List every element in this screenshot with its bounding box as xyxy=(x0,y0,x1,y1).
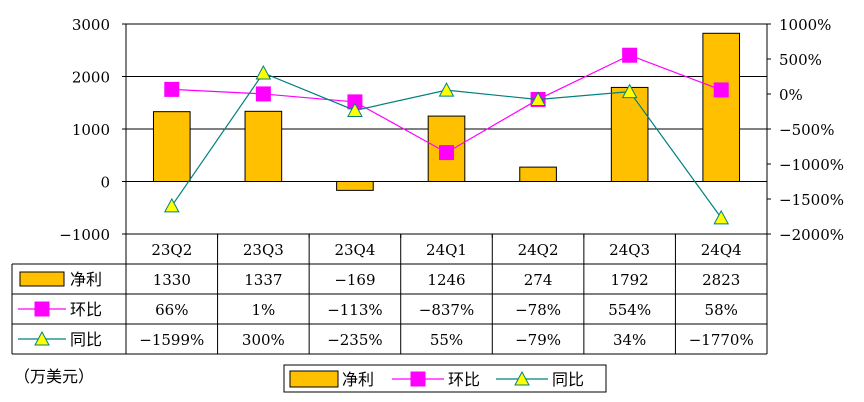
category-label: 23Q3 xyxy=(243,241,284,259)
category-label: 24Q3 xyxy=(609,241,650,259)
data-cell: 55% xyxy=(430,331,463,349)
data-cell: 554% xyxy=(608,301,651,319)
mom-point xyxy=(439,145,454,161)
yoy-point xyxy=(713,209,730,225)
y2-tick-label: 0% xyxy=(779,86,803,104)
y2-tick-label: −2000% xyxy=(779,226,844,244)
data-cell: −169 xyxy=(334,271,375,289)
y-tick-label: 1000 xyxy=(72,121,110,139)
data-cell: −1770% xyxy=(689,331,754,349)
yoy-point xyxy=(438,82,455,97)
yoy-point xyxy=(163,197,180,213)
y2-tick-label: −500% xyxy=(779,121,834,139)
data-cell: 274 xyxy=(524,271,553,289)
category-label: 24Q2 xyxy=(518,241,559,259)
mom-point xyxy=(622,47,638,63)
legend-key-bar xyxy=(289,370,339,388)
data-cell: 300% xyxy=(242,331,285,349)
y2-tick-label: −1500% xyxy=(779,191,844,209)
legend-key-marker xyxy=(514,370,530,386)
data-cell: −837% xyxy=(419,301,474,319)
legend-label: 同比 xyxy=(552,370,584,389)
data-cell: 1246 xyxy=(427,271,465,289)
data-cell: −78% xyxy=(515,301,561,319)
category-label: 23Q2 xyxy=(151,241,192,259)
y-tick-label: −1000 xyxy=(59,226,110,244)
data-cell: 1330 xyxy=(153,271,191,289)
data-cell: −235% xyxy=(327,331,382,349)
yoy-point xyxy=(530,91,546,107)
y2-tick-label: 500% xyxy=(779,51,822,69)
bar-net-profit xyxy=(152,111,191,182)
y-tick-label: 0 xyxy=(100,174,110,192)
bar-net-profit xyxy=(702,32,741,183)
bar-net-profit xyxy=(336,181,374,191)
data-cell: −1599% xyxy=(139,331,204,349)
legend-label: 环比 xyxy=(448,370,480,389)
data-cell: 2823 xyxy=(702,271,740,289)
mom-point xyxy=(713,82,729,98)
data-cell: −113% xyxy=(327,301,382,319)
data-cell: 1337 xyxy=(244,271,282,289)
yoy-point xyxy=(621,83,638,99)
legend-key-marker xyxy=(34,330,50,346)
bar-net-profit xyxy=(519,166,557,183)
bar-net-profit xyxy=(244,110,283,182)
series-row-header: 同比 xyxy=(70,330,102,349)
data-cell: −79% xyxy=(515,331,561,349)
category-label: 24Q4 xyxy=(701,241,742,259)
y-tick-label: 2000 xyxy=(72,69,110,87)
legend-label: 净利 xyxy=(342,370,374,389)
series-row-header: 净利 xyxy=(70,270,102,289)
legend-key-marker xyxy=(34,301,50,317)
series-row-header: 环比 xyxy=(70,300,102,319)
data-cell: 58% xyxy=(705,301,738,319)
data-cell: 1% xyxy=(251,301,275,319)
legend-key-bar xyxy=(19,271,65,287)
bar-net-profit xyxy=(610,86,649,182)
yoy-point xyxy=(347,102,363,117)
data-cell: 66% xyxy=(155,301,188,319)
mom-point xyxy=(164,81,180,97)
y2-tick-label: −1000% xyxy=(779,156,844,174)
data-cell: 34% xyxy=(613,331,646,349)
y-tick-label: 3000 xyxy=(72,16,110,34)
unit-note: （万美元） xyxy=(14,367,94,386)
legend-key-marker xyxy=(410,371,426,387)
yoy-point xyxy=(255,64,272,80)
data-cell: 1792 xyxy=(611,271,649,289)
category-label: 23Q4 xyxy=(334,241,375,259)
mom-point xyxy=(255,86,271,102)
category-label: 24Q1 xyxy=(426,241,467,259)
y2-tick-label: 1000% xyxy=(779,16,831,34)
